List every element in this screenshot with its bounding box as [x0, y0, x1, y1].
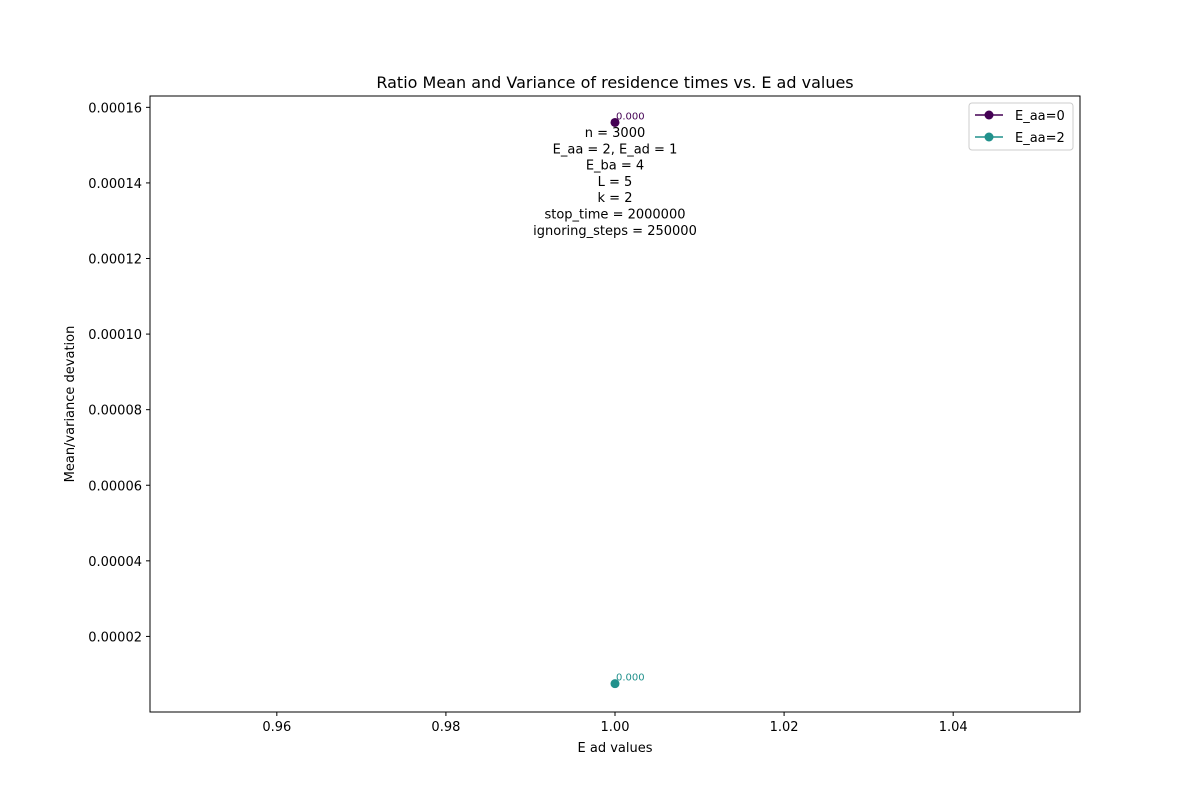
- legend: E_aa=0 E_aa=2: [968, 102, 1074, 151]
- annotation-line: k = 2: [598, 191, 633, 206]
- y-tick-label: 0.00012: [88, 253, 142, 268]
- legend-marker: [984, 110, 994, 120]
- data-label: 0.000: [616, 111, 645, 122]
- x-tick-label: 1.02: [770, 720, 799, 735]
- y-tick-label: 0.00014: [88, 177, 142, 192]
- legend-label: E_aa=0: [1015, 109, 1065, 124]
- x-axis: 0.96 0.98 1.00 1.02 1.04: [262, 712, 968, 735]
- y-tick-label: 0.00004: [88, 555, 142, 570]
- legend-marker: [984, 132, 994, 142]
- data-point: [610, 679, 620, 689]
- x-tick-label: 1.00: [601, 720, 630, 735]
- y-axis: 0.00002 0.00004 0.00006 0.00008 0.00010 0.000…: [88, 101, 150, 645]
- chart-title: Ratio Mean and Variance of residence tim…: [376, 73, 853, 92]
- annotation-line: L = 5: [598, 175, 633, 190]
- series-layer: 0.000 0.000: [610, 111, 645, 689]
- y-tick-label: 0.00008: [88, 404, 142, 419]
- annotation-line: E_ba = 4: [586, 159, 644, 174]
- x-axis-label: E ad values: [578, 741, 653, 756]
- series-1: 0.000: [610, 673, 645, 689]
- data-point: [610, 117, 620, 127]
- annotation-line: stop_time = 2000000: [544, 208, 685, 223]
- x-tick-label: 1.04: [939, 720, 968, 735]
- series-0: 0.000: [610, 111, 645, 127]
- annotation-line: ignoring_steps = 250000: [533, 224, 697, 239]
- y-tick-label: 0.00002: [88, 630, 142, 645]
- data-label: 0.000: [616, 673, 645, 684]
- y-tick-label: 0.00016: [88, 101, 142, 116]
- legend-label: E_aa=2: [1015, 131, 1065, 146]
- y-tick-label: 0.00010: [88, 328, 142, 343]
- annotation-line: n = 3000: [585, 126, 645, 141]
- x-tick-label: 0.98: [431, 720, 460, 735]
- x-tick-label: 0.96: [262, 720, 291, 735]
- annotation-line: E_aa = 2, E_ad = 1: [553, 142, 678, 157]
- y-tick-label: 0.00006: [88, 479, 142, 494]
- y-axis-label: Mean/variance devation: [63, 326, 78, 483]
